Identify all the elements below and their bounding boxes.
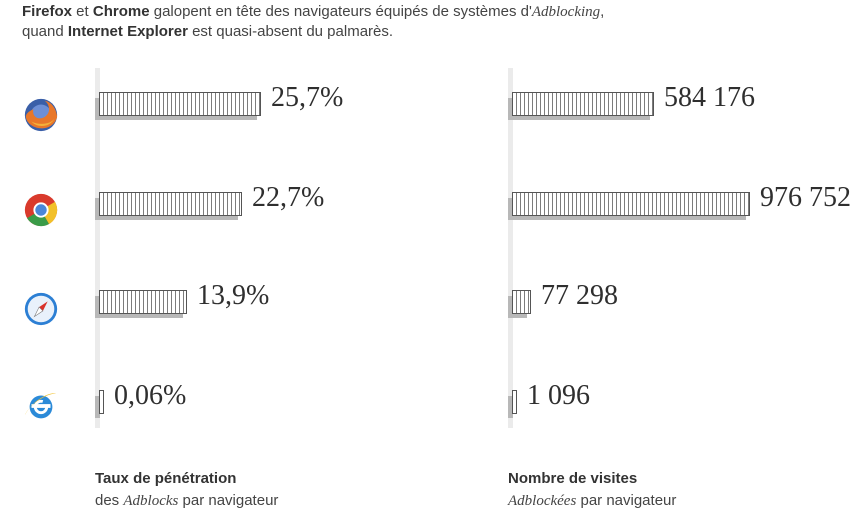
penetration-caption-subtitle: des Adblocks par navigateur bbox=[95, 492, 278, 510]
headline-text: galopent en tête des navigateurs équipés… bbox=[149, 3, 532, 20]
axis-line bbox=[508, 68, 513, 428]
visits-caption-title: Nombre de visites bbox=[508, 470, 638, 487]
visits-bar-0 bbox=[508, 92, 654, 120]
headline-text: quand bbox=[22, 23, 68, 40]
headline: Firefox et Chrome galopent en tête des n… bbox=[22, 2, 604, 41]
chrome-icon bbox=[24, 193, 58, 227]
visits-bar-3 bbox=[508, 390, 517, 418]
visits-bar-fill-0 bbox=[512, 92, 654, 116]
safari-icon bbox=[24, 292, 58, 326]
adblocking-term: Adblocking bbox=[531, 4, 601, 20]
visits-bar-1 bbox=[508, 192, 750, 220]
visits-caption-subtitle: Adblockées par navigateur bbox=[508, 492, 676, 510]
visits-value-label-1: 976 752 bbox=[760, 182, 851, 213]
headline-line-2: quand Internet Explorer est quasi-absent… bbox=[22, 22, 604, 41]
penetration-bar-fill-1 bbox=[99, 192, 242, 216]
headline-line-1: Firefox et Chrome galopent en tête des n… bbox=[22, 2, 604, 22]
penetration-bar-2 bbox=[95, 290, 187, 318]
penetration-value-label-2: 13,9% bbox=[197, 280, 270, 311]
headline-text: et bbox=[72, 3, 93, 20]
penetration-bar-fill-3 bbox=[99, 390, 104, 414]
penetration-bar-shadow-3 bbox=[95, 396, 100, 418]
penetration-bar-1 bbox=[95, 192, 242, 220]
axis-line bbox=[95, 68, 100, 428]
caption-text: par navigateur bbox=[178, 492, 279, 509]
headline-text: , bbox=[600, 3, 605, 20]
penetration-bar-fill-0 bbox=[99, 92, 261, 116]
caption-text: par navigateur bbox=[576, 492, 677, 509]
internet-explorer-name: Internet Explorer bbox=[67, 23, 188, 40]
caption-em: Adblocks bbox=[123, 493, 179, 509]
headline-text: est quasi-absent du palmarès. bbox=[187, 23, 394, 40]
chrome-name: Chrome bbox=[92, 3, 150, 20]
caption-em: Adblockées bbox=[508, 493, 577, 509]
visits-bar-fill-3 bbox=[512, 390, 517, 414]
penetration-caption-title: Taux de pénétration bbox=[95, 470, 237, 487]
visits-value-label-3: 1 096 bbox=[527, 380, 590, 411]
visits-bar-shadow-3 bbox=[508, 396, 513, 418]
penetration-bar-0 bbox=[95, 92, 261, 120]
penetration-value-label-0: 25,7% bbox=[271, 82, 344, 113]
visits-bar-2 bbox=[508, 290, 531, 318]
internet-explorer-icon bbox=[24, 393, 57, 419]
visits-bar-fill-2 bbox=[512, 290, 531, 314]
caption-text: des bbox=[95, 492, 124, 509]
penetration-value-label-3: 0,06% bbox=[114, 380, 187, 411]
visits-bar-fill-1 bbox=[512, 192, 750, 216]
visits-value-label-0: 584 176 bbox=[664, 82, 755, 113]
penetration-bar-3 bbox=[95, 390, 104, 418]
firefox-name: Firefox bbox=[22, 3, 73, 20]
penetration-value-label-1: 22,7% bbox=[252, 182, 325, 213]
visits-value-label-2: 77 298 bbox=[541, 280, 618, 311]
penetration-bar-fill-2 bbox=[99, 290, 187, 314]
firefox-icon bbox=[24, 98, 58, 132]
